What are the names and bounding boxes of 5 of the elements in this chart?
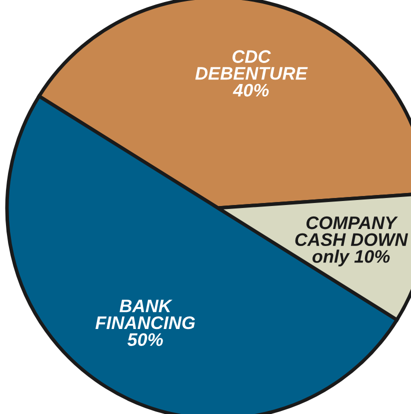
slice-label: BANK FINANCING xyxy=(95,300,195,330)
data-label: 50% xyxy=(127,333,163,346)
data-label: 40% xyxy=(232,84,269,97)
data-label: only 10% xyxy=(312,250,390,266)
slice-label: CDC DEBENTURE xyxy=(195,50,308,80)
